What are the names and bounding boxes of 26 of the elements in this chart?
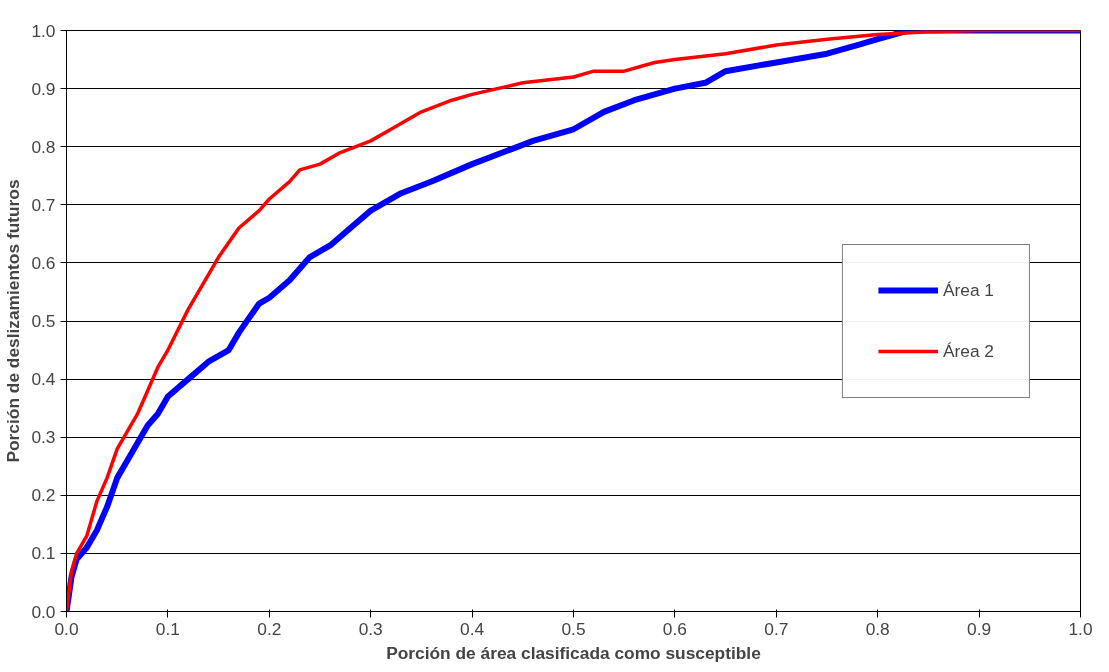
- x-tick-label: 0.7: [764, 618, 789, 639]
- x-tick-label: 0.1: [155, 618, 180, 639]
- x-tick-label: 1.0: [1068, 618, 1093, 639]
- y-tick-label: 0.9: [31, 78, 56, 99]
- x-tick-label: 0.8: [865, 618, 890, 639]
- y-tick-label: 0.0: [31, 601, 56, 622]
- y-tick-label: 0.5: [31, 311, 56, 331]
- y-tick-label: 1.0: [31, 20, 56, 41]
- x-tick-label: 0.0: [54, 618, 79, 639]
- x-tick-label: 0.6: [662, 618, 687, 639]
- y-axis-title: Porción de deslizamientos futuros: [3, 179, 24, 463]
- legend-label: Área 2: [942, 340, 994, 362]
- x-tick-label: 0.2: [257, 618, 282, 639]
- y-tick-label: 0.6: [31, 252, 56, 273]
- y-tick-label: 0.7: [31, 194, 56, 215]
- y-tick-label: 0.3: [31, 427, 56, 448]
- y-tick-label: 0.4: [31, 369, 56, 390]
- x-axis-title: Porción de área clasificada como susceptible: [386, 642, 762, 663]
- x-tick-label: 0.4: [460, 618, 485, 639]
- x-tick-label: 0.5: [561, 618, 586, 639]
- y-tick-label: 0.8: [31, 136, 56, 157]
- legend-label: Área 1: [942, 279, 994, 301]
- x-tick-label: 0.9: [967, 618, 992, 639]
- x-tick-label: 0.3: [358, 618, 383, 639]
- y-tick-label: 0.2: [31, 485, 56, 506]
- y-tick-label: 0.1: [31, 543, 56, 564]
